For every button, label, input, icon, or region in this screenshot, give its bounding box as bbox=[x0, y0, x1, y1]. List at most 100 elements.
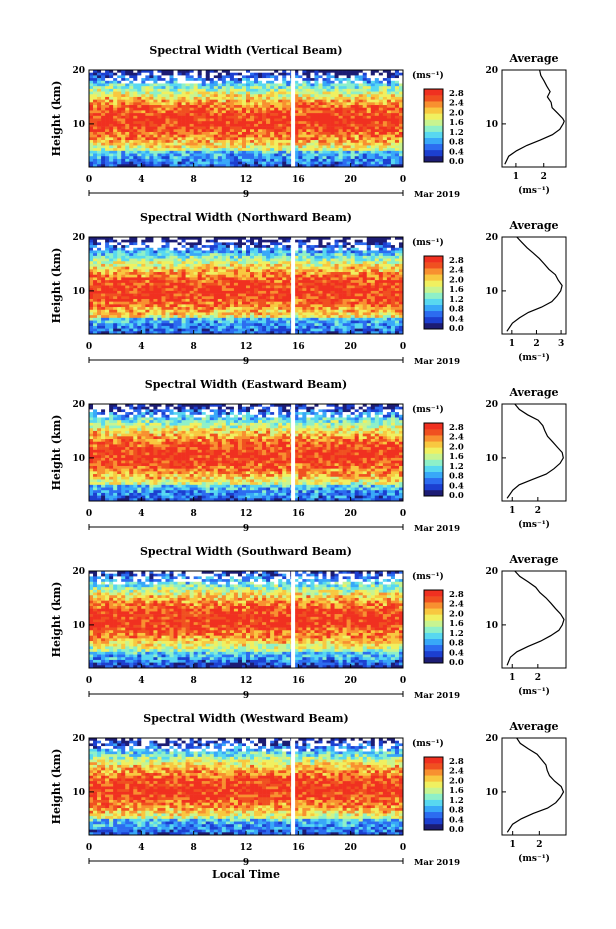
heatmap-cell bbox=[225, 280, 231, 284]
heatmap-cell bbox=[314, 317, 319, 321]
heatmap-cell bbox=[213, 121, 219, 125]
heatmap-cell bbox=[318, 75, 323, 79]
heatmap-cell bbox=[374, 94, 380, 98]
heatmap-cell bbox=[229, 96, 235, 100]
heatmap-cell bbox=[133, 145, 138, 149]
heatmap-cell bbox=[262, 301, 267, 305]
heatmap-cell bbox=[93, 250, 98, 254]
heatmap-cell bbox=[93, 83, 98, 87]
heatmap-cell bbox=[145, 91, 150, 95]
heatmap-cell bbox=[398, 161, 404, 165]
heatmap-cell bbox=[173, 153, 178, 157]
heatmap-cell bbox=[370, 156, 376, 160]
heatmap-cell bbox=[189, 269, 194, 273]
heatmap-cell bbox=[181, 107, 186, 111]
heatmap-cell bbox=[169, 296, 174, 300]
heatmap-cell bbox=[294, 70, 299, 73]
heatmap-cell bbox=[193, 255, 198, 259]
heatmap-cell bbox=[346, 129, 351, 133]
heatmap-cell bbox=[382, 140, 388, 144]
heatmap-cell bbox=[229, 277, 235, 281]
heatmap-cell bbox=[209, 161, 215, 165]
heatmap-cell bbox=[374, 72, 380, 76]
heatmap-cell bbox=[149, 91, 154, 95]
heatmap-cell bbox=[286, 312, 291, 316]
heatmap-cell bbox=[105, 72, 110, 76]
heatmap-cell bbox=[113, 131, 118, 135]
heatmap-cell bbox=[169, 301, 174, 305]
heatmap-cell bbox=[262, 328, 267, 332]
heatmap-cell bbox=[113, 83, 118, 87]
heatmap-cell bbox=[398, 70, 404, 73]
heatmap-cell bbox=[266, 293, 271, 297]
heatmap-cell bbox=[117, 320, 122, 324]
heatmap-cell bbox=[105, 323, 110, 327]
heatmap-cell bbox=[370, 123, 376, 127]
heatmap-cell bbox=[266, 272, 271, 276]
heatmap-cell bbox=[117, 115, 122, 119]
heatmap-cell bbox=[225, 309, 231, 313]
heatmap-cell bbox=[185, 148, 190, 152]
heatmap-cell bbox=[113, 113, 118, 117]
heatmap-cell bbox=[302, 105, 307, 109]
heatmap-cell bbox=[262, 266, 267, 270]
heatmap-cell bbox=[314, 129, 319, 133]
heatmap-cell bbox=[129, 140, 134, 144]
heatmap-cell bbox=[294, 317, 299, 321]
heatmap-cell bbox=[286, 301, 291, 305]
heatmap-cell bbox=[129, 312, 134, 316]
heatmap-cell bbox=[217, 75, 223, 79]
heatmap-cell bbox=[318, 304, 323, 308]
heatmap-cell bbox=[221, 164, 227, 168]
heatmap-cell bbox=[105, 312, 110, 316]
heatmap-cell bbox=[97, 99, 102, 103]
heatmap-cell bbox=[246, 323, 251, 327]
heatmap-cell bbox=[89, 140, 94, 144]
heatmap-cell bbox=[177, 140, 182, 144]
heatmap-cell bbox=[113, 107, 118, 111]
heatmap-cell bbox=[334, 115, 339, 119]
heatmap-cell bbox=[362, 78, 368, 82]
heatmap-cell bbox=[197, 105, 203, 109]
heatmap-cell bbox=[378, 126, 384, 130]
heatmap-cell bbox=[221, 250, 227, 254]
heatmap-cell bbox=[229, 72, 235, 76]
heatmap-cell bbox=[157, 115, 162, 119]
heatmap-cell bbox=[246, 153, 251, 157]
heatmap-cell bbox=[241, 288, 247, 292]
heatmap-cell bbox=[386, 72, 392, 76]
heatmap-cell bbox=[250, 72, 255, 76]
heatmap-cell bbox=[173, 118, 178, 122]
heatmap-cell bbox=[221, 150, 227, 154]
heatmap-cell bbox=[113, 250, 118, 254]
heatmap-cell bbox=[129, 296, 134, 300]
heatmap-cell bbox=[286, 298, 291, 302]
heatmap-cell bbox=[149, 134, 154, 138]
heatmap-cell bbox=[89, 323, 94, 327]
heatmap-cell bbox=[153, 91, 158, 95]
heatmap-cell bbox=[286, 86, 291, 90]
heatmap-cell bbox=[197, 285, 203, 289]
heatmap-cell bbox=[141, 88, 146, 92]
heatmap-cell bbox=[282, 110, 287, 114]
heatmap-cell bbox=[326, 126, 331, 130]
heatmap-cell bbox=[282, 325, 287, 329]
heatmap-cell bbox=[105, 301, 110, 305]
heatmap-cell bbox=[209, 142, 215, 146]
heatmap-cell bbox=[153, 96, 158, 100]
heatmap-cell bbox=[133, 102, 138, 106]
heatmap-cell bbox=[197, 320, 203, 324]
heatmap-cell bbox=[217, 242, 223, 246]
heatmap-cell bbox=[262, 148, 267, 152]
heatmap-cell bbox=[161, 245, 166, 249]
heatmap-cell bbox=[141, 277, 146, 281]
heatmap-cell bbox=[149, 126, 154, 130]
heatmap-cell bbox=[330, 142, 335, 146]
heatmap-cell bbox=[221, 107, 227, 111]
heatmap-cell bbox=[153, 129, 158, 133]
heatmap-cell bbox=[201, 245, 207, 249]
heatmap-cell bbox=[97, 288, 102, 292]
heatmap-cell bbox=[250, 107, 255, 111]
heatmap-cell bbox=[205, 258, 211, 262]
heatmap-cell bbox=[282, 245, 287, 249]
